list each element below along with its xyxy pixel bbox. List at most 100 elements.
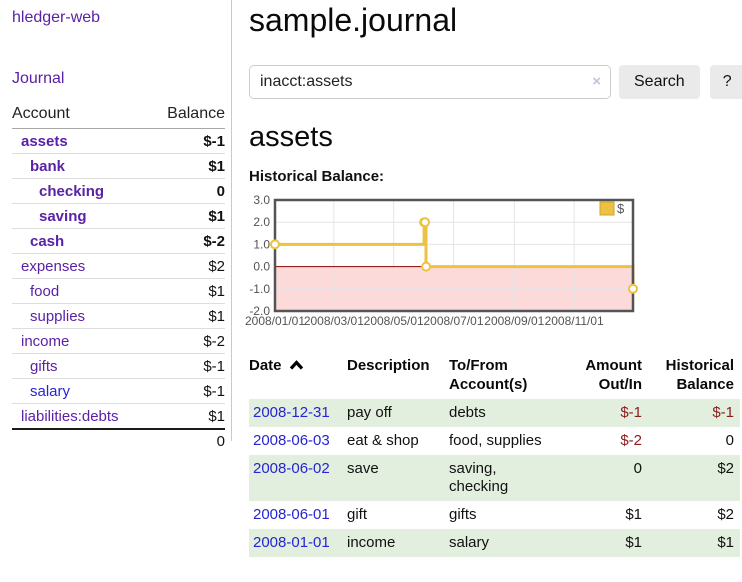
account-link[interactable]: liabilities:debts xyxy=(21,408,119,425)
transaction-date-link[interactable]: 2008-01-01 xyxy=(253,534,330,551)
sort-ascending-icon xyxy=(289,360,303,370)
account-balance: $1 xyxy=(150,403,225,430)
search-bar: × Search ? xyxy=(249,65,742,99)
data-point-marker xyxy=(270,239,280,250)
y-tick-label: 1.0 xyxy=(253,237,270,251)
account-balance: $1 xyxy=(150,278,225,304)
transaction-date-cell: 2008-06-01 xyxy=(249,501,347,529)
account-balance: $1 xyxy=(150,203,225,229)
transactions-table: Date Description To/From Account(s) Amou… xyxy=(249,356,740,557)
help-button[interactable]: ? xyxy=(709,65,742,99)
transaction-description: save xyxy=(347,455,449,501)
transactions-header-row: Date Description To/From Account(s) Amou… xyxy=(249,356,740,399)
y-tick-label: -1.0 xyxy=(249,282,270,296)
main-content: sample.journal × Search ? assets Histori… xyxy=(232,0,742,582)
account-row: saving $1 xyxy=(12,203,225,229)
account-link[interactable]: cash xyxy=(30,233,65,250)
transaction-balance: $2 xyxy=(717,506,734,523)
transaction-description: pay off xyxy=(347,399,449,427)
search-box: × xyxy=(249,65,611,99)
transaction-row: 2008-06-01 gift gifts $1 $2 xyxy=(249,501,740,529)
y-tick-label: -2.0 xyxy=(249,304,270,318)
account-row: assets $-1 xyxy=(12,128,225,154)
transaction-date-link[interactable]: 2008-06-02 xyxy=(253,460,330,477)
account-balance: $-1 xyxy=(150,353,225,379)
search-button[interactable]: Search xyxy=(619,65,700,99)
account-balance: $2 xyxy=(150,253,225,279)
account-link[interactable]: bank xyxy=(30,158,66,175)
account-link[interactable]: supplies xyxy=(30,308,86,325)
transaction-date-link[interactable]: 2008-06-03 xyxy=(253,432,330,449)
accounts-total-spacer xyxy=(12,428,151,454)
header-description: Description xyxy=(347,357,430,374)
header-amount: Amount Out/In xyxy=(585,357,642,393)
account-balance: $-1 xyxy=(150,128,225,154)
transaction-row: 2008-12-31 pay off debts $-1 $-1 xyxy=(249,399,740,427)
account-cell: cash xyxy=(12,228,151,254)
account-link[interactable]: salary xyxy=(30,383,71,400)
account-row: food $1 xyxy=(12,278,225,304)
transaction-row: 2008-01-01 income salary $1 $1 xyxy=(249,529,740,557)
x-tick-label: 2008/09/01 xyxy=(484,314,544,328)
y-tick-label: 2.0 xyxy=(253,215,270,229)
clear-search-icon[interactable]: × xyxy=(592,73,601,90)
transaction-amount: 0 xyxy=(567,455,652,501)
plot-border xyxy=(273,198,635,313)
account-row: cash $-2 xyxy=(12,228,225,254)
account-link[interactable]: food xyxy=(30,283,60,300)
nav-journal-link[interactable]: Journal xyxy=(12,70,65,87)
sidebar: hledger-web Journal Account Balance asse… xyxy=(0,0,232,454)
accounts-header-account: Account xyxy=(12,103,151,129)
account-cell: food xyxy=(12,278,151,304)
legend-label: $ xyxy=(617,201,625,216)
x-tick-label: 2008/05/01 xyxy=(364,314,424,328)
transaction-accounts: saving, checking xyxy=(449,455,567,501)
transaction-date-cell: 2008-06-03 xyxy=(249,427,347,455)
account-balance: $-2 xyxy=(150,228,225,254)
transaction-date-link[interactable]: 2008-12-31 xyxy=(253,404,330,421)
account-cell: income xyxy=(12,328,151,354)
transaction-balance: 0 xyxy=(725,432,734,449)
legend-swatch xyxy=(599,201,615,216)
transaction-row: 2008-06-03 eat & shop food, supplies $-2 0 xyxy=(249,427,740,455)
x-tick-label: 2008/07/01 xyxy=(423,314,483,328)
account-row: income $-2 xyxy=(12,328,225,354)
account-link[interactable]: gifts xyxy=(30,358,58,375)
account-cell: bank xyxy=(12,153,151,179)
transaction-date-cell: 2008-06-02 xyxy=(249,455,347,501)
transaction-amount: $-2 xyxy=(620,432,642,449)
transaction-date-cell: 2008-12-31 xyxy=(249,399,347,427)
search-input[interactable] xyxy=(249,65,611,99)
transaction-balance: $1 xyxy=(652,529,740,557)
accounts-total-row: 0 xyxy=(12,428,225,454)
account-link[interactable]: checking xyxy=(39,183,105,200)
account-cell: gifts xyxy=(12,353,151,379)
transaction-accounts: food, supplies xyxy=(449,432,542,449)
x-tick-label: 2008/11/01 xyxy=(545,314,604,328)
header-date-label: Date xyxy=(249,357,282,374)
account-cell: expenses xyxy=(12,253,151,279)
x-tick-label: 2008/03/01 xyxy=(304,314,364,328)
transaction-date-link[interactable]: 2008-06-01 xyxy=(253,506,330,523)
accounts-table: Account Balance assets $-1 bank $1 checking 0… xyxy=(12,103,225,454)
header-date[interactable]: Date xyxy=(249,356,347,399)
account-balance: $-2 xyxy=(150,328,225,354)
transaction-amount: $1 xyxy=(625,506,642,523)
transaction-balance: $-1 xyxy=(652,399,740,427)
transaction-description: gift xyxy=(347,506,368,523)
transaction-amount: $-1 xyxy=(567,399,652,427)
transaction-amount: $1 xyxy=(567,529,652,557)
account-balance: $-1 xyxy=(150,378,225,404)
y-tick-label: 0.0 xyxy=(253,260,270,274)
account-link[interactable]: assets xyxy=(21,133,68,150)
account-link[interactable]: saving xyxy=(39,208,87,225)
account-link[interactable]: income xyxy=(21,333,70,350)
brand-link[interactable]: hledger-web xyxy=(12,9,101,26)
account-balance: $1 xyxy=(150,153,225,179)
account-row: gifts $-1 xyxy=(12,353,225,379)
transaction-date-cell: 2008-01-01 xyxy=(249,529,347,557)
account-link[interactable]: expenses xyxy=(21,258,86,275)
account-row: salary $-1 xyxy=(12,378,225,404)
historical-balance-chart: $3.0 2.0 1.0 0.0 -1.0 -2.02008/01/012008/03/0… xyxy=(245,193,638,328)
